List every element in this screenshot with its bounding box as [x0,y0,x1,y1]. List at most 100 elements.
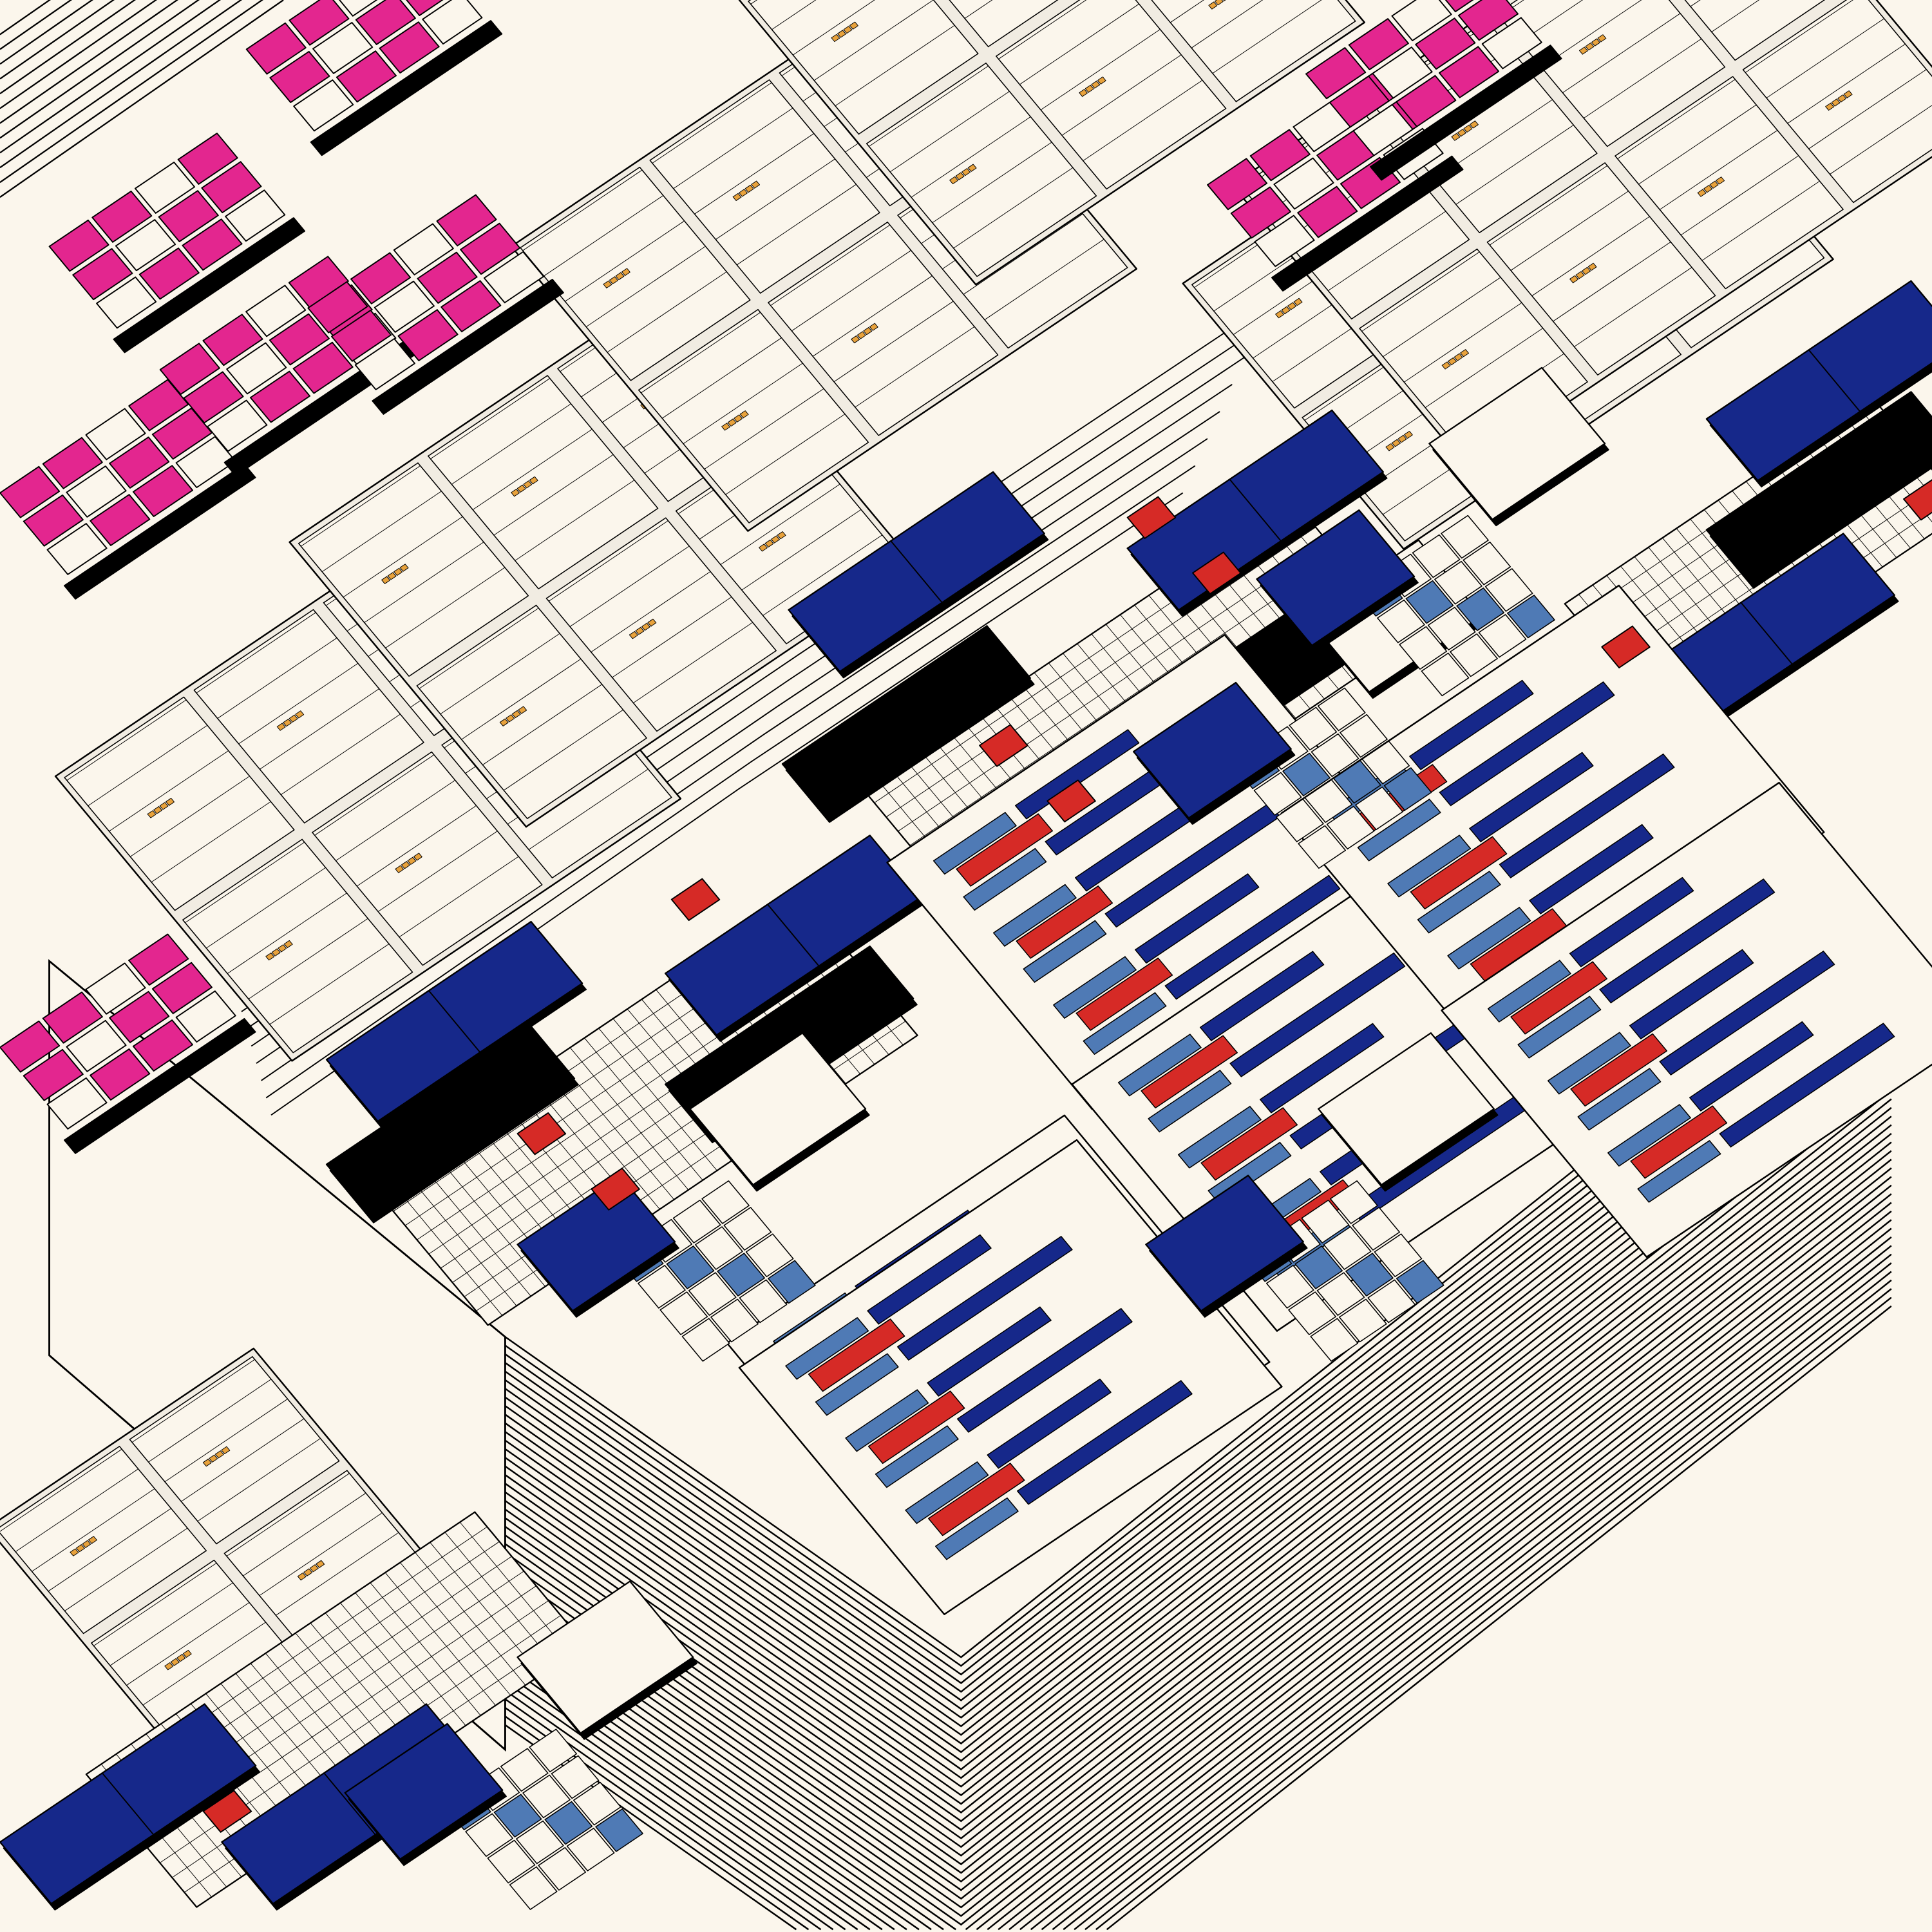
stripe-light-blue [905,1461,989,1524]
cell-line [1361,251,1480,332]
orange-mark [516,484,526,493]
checker-cell [723,1207,772,1251]
orange-mark [744,184,754,193]
black-strip [63,463,256,600]
orange-mark [413,853,422,861]
stacked-line [504,1021,1892,1762]
cell-line [1191,0,1264,48]
panel-cell [649,79,880,294]
cell-line [770,224,891,306]
checker-cell [509,1866,558,1910]
pink-block [23,494,84,547]
stacked-line [1084,1288,1892,1931]
stripe-blue [1659,951,1835,1075]
orange-mark [721,422,730,431]
stripe-blue [1017,1380,1193,1505]
stripe-blue [1599,878,1776,1003]
pink-block [0,1020,61,1073]
orange-mark [88,1536,97,1544]
panel-cell [129,1356,340,1544]
checker-cell [1294,1245,1343,1289]
pink-block [245,285,307,337]
cell-line [238,663,359,744]
orange-mark [297,1572,307,1581]
pink-block [85,962,146,1015]
checker-cell [666,1245,715,1289]
stripe-red [1630,1105,1728,1179]
orange-mark [843,26,853,34]
cell-line [15,1468,138,1552]
cell-line [1574,267,1692,347]
stacked-line [504,1176,1892,1917]
cell-line [227,893,347,974]
bar-divider [1808,349,1861,412]
panel-cell [1496,0,1726,147]
cell-line [314,754,435,836]
checker-cell [1434,560,1482,605]
checker-cell [551,1755,600,1799]
orange-mark [1281,306,1291,314]
checker-cell [465,1813,513,1857]
grid-line [909,555,1340,846]
blue-block [1256,509,1416,647]
black-strip [310,20,503,156]
checker-cell [1311,733,1359,777]
stripe-light-blue [1117,1034,1202,1097]
orange-mark [1825,102,1834,111]
checker-cell [1396,1260,1444,1304]
orange-mark [289,714,298,723]
orange-mark [955,172,965,180]
orange-mark [739,189,748,197]
grid-line [370,1582,481,1716]
cell-line [130,775,250,857]
cell-line [813,0,934,81]
pink-block [42,437,103,489]
checker-cell [1399,626,1448,670]
cream-block [1318,1032,1495,1186]
pink-block [1297,185,1358,238]
cell-line [1660,129,1778,210]
orange-mark [283,940,293,949]
red-square [1126,496,1177,539]
cell-line [276,1532,399,1616]
orange-mark [393,567,402,576]
checker-cell [638,1265,686,1309]
pink-block [1481,17,1542,70]
cream-block [1428,366,1606,520]
stacked-line [0,0,115,80]
stacked-line [504,934,1892,1676]
stripe-light-blue [963,848,1047,911]
stacked-line [976,1202,1892,1931]
red-square [516,1112,567,1155]
bar-divider [890,540,943,603]
panel-cell [638,308,869,524]
bar-divider [428,990,481,1053]
pink-block [354,338,415,390]
checker-cell [493,1794,542,1838]
orange-mark [387,572,397,580]
pink-block [132,465,194,517]
orange-mark [518,706,527,714]
cell-line [364,542,484,623]
cell-line [1531,216,1650,296]
orange-mark [621,268,630,276]
cell-line [1061,54,1182,136]
module-panel [1280,584,1825,1061]
red-square [202,1790,252,1833]
pink-block [90,494,151,546]
cell-line [652,82,772,164]
stacked-line [504,1081,1892,1823]
cell-line [569,545,690,627]
orange-mark [1575,271,1585,279]
stripe-blue [1164,875,1341,1000]
cell-line [1327,211,1446,291]
orange-mark [732,193,742,202]
pink-block [207,399,268,452]
checker-cell [688,1272,737,1316]
checker-cell [1310,1318,1359,1362]
stacked-line [987,1210,1892,1931]
cell-line [385,567,506,649]
cell-line [772,0,817,30]
